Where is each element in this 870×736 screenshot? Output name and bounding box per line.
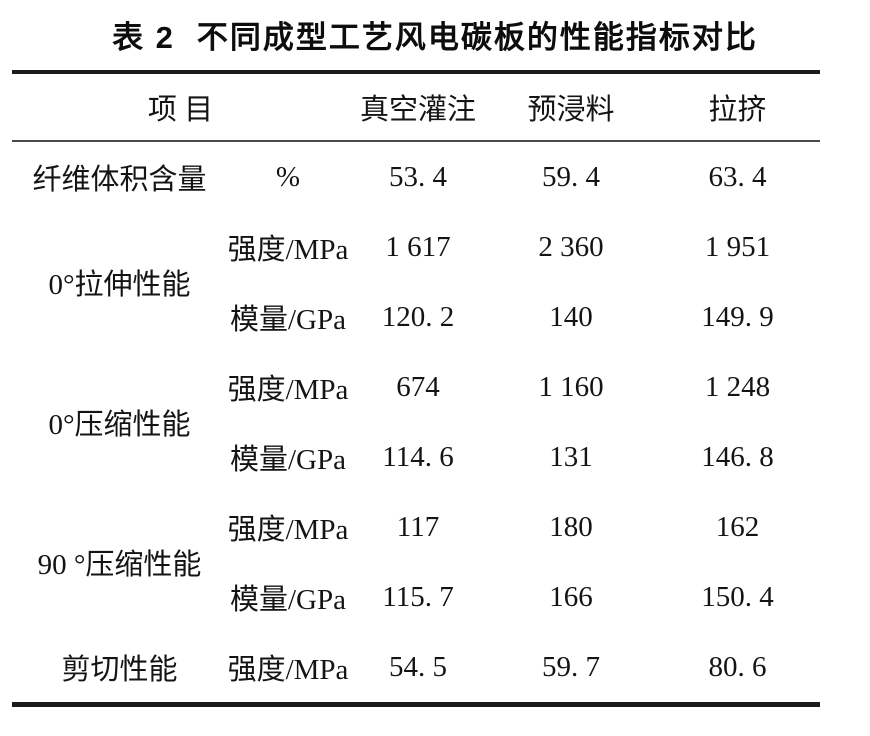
value-vacuum: 53. 4 [389,160,448,193]
table-row-tensile-modulus: 模量/GPa 120. 2 140 149. 9 [12,282,820,352]
table-row-tensile-strength: 0°拉伸性能 强度/MPa 1 617 2 360 1 951 [12,212,820,302]
value-prepreg: 140 [549,300,593,333]
property-unit: % [275,160,301,193]
value-pultrusion: 146. 8 [701,440,774,473]
value-pultrusion: 80. 6 [708,650,767,683]
property-strength: 强度/MPa [227,374,349,406]
header-vacuum-infusion: 真空灌注 [360,94,477,126]
property-strength: 强度/MPa [227,234,349,266]
table-row-fiber-volume: 纤维体积含量 % 53. 4 59. 4 63. 4 [12,141,820,212]
header-item: 项 目 [147,94,214,126]
value-vacuum: 115. 7 [382,580,454,613]
performance-table: 项 目 真空灌注 预浸料 拉挤 纤维体积含量 % 53. 4 59. 4 63.… [12,70,821,707]
property-modulus: 模量/GPa [230,444,347,476]
header-prepreg: 预浸料 [527,94,615,126]
table-title: 表 2 不同成型工艺风电碳板的性能指标对比 [0,12,870,57]
table-row-compression0-modulus: 模量/GPa 114. 6 131 146. 8 [12,422,820,492]
value-vacuum: 54. 5 [389,650,448,683]
property-strength: 强度/MPa [227,514,349,546]
value-pultrusion: 1 248 [704,370,771,403]
group-label-tensile: 0°拉伸性能 [48,269,191,301]
value-prepreg: 2 360 [538,230,604,263]
value-prepreg: 59. 7 [542,650,601,683]
group-label-fiber-volume: 纤维体积含量 [32,164,207,196]
value-pultrusion: 149. 9 [701,300,774,333]
table-title-text: 不同成型工艺风电碳板的性能指标对比 [196,20,758,55]
table-row-compression0-strength: 0°压缩性能 强度/MPa 674 1 160 1 248 [12,352,820,442]
value-prepreg: 180 [549,510,593,543]
value-pultrusion: 150. 4 [701,580,774,613]
group-label-compression-0: 0°压缩性能 [48,409,191,441]
table-row-compression90-strength: 90 °压缩性能 强度/MPa 117 180 162 [12,492,820,582]
value-prepreg: 166 [549,580,593,613]
value-pultrusion: 1 951 [704,230,771,263]
table-title-tag: 表 2 [112,20,175,55]
value-vacuum: 117 [396,510,440,543]
table-row-compression90-modulus: 模量/GPa 115. 7 166 150. 4 [12,562,820,632]
value-prepreg: 1 160 [538,370,604,403]
property-modulus: 模量/GPa [230,304,347,336]
property-strength: 强度/MPa [227,654,349,686]
value-pultrusion: 63. 4 [708,160,767,193]
value-prepreg: 131 [549,440,593,473]
header-pultrusion: 拉挤 [708,94,767,126]
property-modulus: 模量/GPa [230,584,347,616]
header-row: 项 目 真空灌注 预浸料 拉挤 [12,72,821,141]
table-row-shear-strength: 剪切性能 强度/MPa 54. 5 59. 7 80. 6 [12,632,820,705]
group-label-compression-90: 90 °压缩性能 [37,549,202,581]
value-vacuum: 1 617 [385,230,451,263]
value-pultrusion: 162 [715,510,760,543]
value-prepreg: 59. 4 [542,160,601,193]
value-vacuum: 674 [396,370,440,403]
value-vacuum: 114. 6 [382,440,454,473]
group-label-shear: 剪切性能 [61,654,178,686]
value-vacuum: 120. 2 [381,300,455,333]
